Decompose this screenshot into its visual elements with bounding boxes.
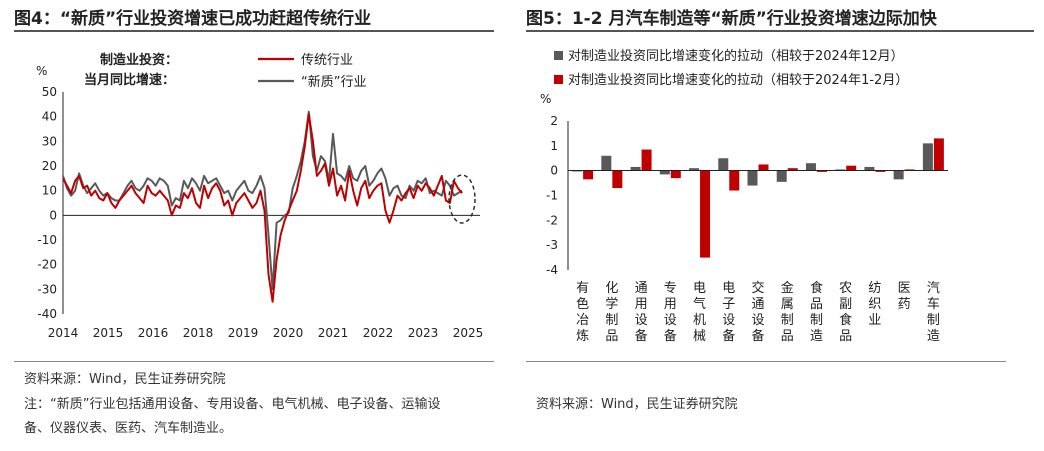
bar-janfeb [787,168,798,171]
right-category-label: 医药 [898,281,911,312]
left-y-tick-label: -20 [37,258,57,272]
right-category-label: 食品制造 [810,280,823,344]
left-note-2: 备、仪器仪表、医药、汽车制造业。 [24,421,233,436]
left-y-tick-label: 40 [42,110,57,124]
series-line-traditional [62,113,463,303]
left-series-group [62,110,463,303]
bar-dec [805,163,816,171]
legend-label-janfeb: 对制造业投资同比增速变化的拉动（相较于2024年1-2月） [568,72,908,88]
left-x-tick-label: 2023 [408,326,439,340]
left-x-tick-label: 2025 [453,326,484,340]
bar-janfeb [758,164,769,171]
left-y-unit: % [36,64,47,78]
right-x-axis: 有色冶炼 化学制品 通用设备 专用设备 电气机械 电子设备 交通设备 金属制品 食品制造 农副食品… [576,280,940,344]
left-y-tick-label: -40 [37,307,57,321]
left-x-tick-label: 2016 [138,326,169,340]
series-line-new [62,110,463,291]
right-y-tick-label: 2 [550,114,558,128]
bar-dec [659,170,670,175]
right-category-label: 有色冶炼 [576,281,589,344]
left-x-tick-label: 2014 [48,326,79,340]
left-y-tick-label: 0 [49,208,57,222]
left-y-tick-label: 50 [42,85,57,99]
right-y-tick-label: -3 [546,238,558,252]
bar-dec [572,170,583,172]
right-category-label: 电子设备 [722,281,735,344]
left-x-tick-label: 2018 [183,326,214,340]
left-y-tick-label: 30 [42,134,57,148]
legend-label-traditional: 传统行业 [301,53,353,68]
right-y-tick-label: 1 [550,139,558,153]
bar-janfeb [583,170,594,180]
bar-janfeb [875,170,886,172]
right-y-axis: 2 1 0 -1 -2 -3 -4 [546,114,558,277]
right-y-tick-label: 0 [550,164,558,178]
left-x-tick-label: 2021 [318,326,349,340]
bar-janfeb [700,170,711,258]
left-y-tick-label: 10 [42,184,57,198]
right-category-label: 金属制品 [781,280,794,344]
bar-janfeb [816,170,827,172]
right-y-unit: % [540,92,551,106]
left-y-tick-label: -30 [37,282,57,296]
left-x-tick-label: 2019 [228,326,259,340]
bar-dec [718,158,729,171]
bar-janfeb [933,138,944,171]
legend-swatch-janfeb [554,75,563,84]
right-y-tick-label: -1 [546,189,558,203]
bar-dec [630,166,641,171]
right-y-tick-label: -2 [546,213,558,227]
right-category-label: 汽车制造 [927,281,940,344]
left-y-axis: 50 40 30 20 10 0 -10 -20 -30 -40 [37,85,57,321]
right-category-label: 通用设备 [635,281,648,344]
bar-janfeb [641,149,652,171]
bar-dec [689,168,700,171]
right-category-label: 化学制品 [605,281,618,344]
right-bottom-rule [526,361,1006,362]
left-note-1: 注：“新质”行业包括通用设备、专用设备、电气机械、电子设备、运输设 [24,397,441,412]
right-category-label: 交通设备 [751,280,764,344]
bar-dec [893,170,904,180]
legend-label-new: “新质”行业 [301,74,366,90]
left-x-axis: 2014 2015 2016 2018 2019 2020 2021 2022 2023 2025 [48,326,484,340]
right-source: 资料来源：Wind，民生证券研究院 [536,397,738,412]
right-bars-group [572,138,944,258]
right-category-label: 纺织业 [868,281,881,328]
left-y-tick-label: -10 [37,233,57,247]
left-x-tick-label: 2022 [363,326,394,340]
bar-dec [601,155,612,171]
left-chart-title: 图4：“新质”行业投资增速已成功赶超传统行业 [14,9,372,29]
left-bottom-rule [14,361,494,362]
left-chart: 制造业投资： 当月同比增速： % 传统行业 “新质”行业 50 40 30 20 10 0… [36,52,483,340]
bar-janfeb [846,165,857,171]
legend-label-dec: 对制造业投资同比增速变化的拉动（相较于2024年12月） [568,48,904,64]
bar-janfeb [612,170,623,189]
left-source: 资料来源：Wind，民生证券研究院 [24,372,226,387]
left-x-tick-label: 2015 [93,326,124,340]
left-x-tick-label: 2020 [273,326,304,340]
bar-dec [776,170,787,182]
bar-dec [864,166,875,171]
right-category-label: 农副食品 [839,281,852,344]
right-chart-title: 图5：1-2 月汽车制造等“新质”行业投资增速边际加快 [526,9,937,29]
left-legend-caption-2: 当月同比增速： [84,72,175,88]
right-category-label: 电气机械 [693,281,706,344]
legend-swatch-dec [554,51,563,60]
bar-dec [747,170,758,186]
left-title-rule [14,30,494,32]
bar-janfeb [670,170,681,179]
right-category-label: 专用设备 [664,281,677,344]
right-y-tick-label: -4 [546,263,558,277]
bar-dec [922,143,933,171]
right-chart: 对制造业投资同比增速变化的拉动（相较于2024年12月） 对制造业投资同比增速变… [540,48,948,344]
left-y-tick-label: 20 [42,159,57,173]
right-title-rule [526,30,1034,32]
highlight-ellipse [448,174,476,224]
bar-janfeb [729,170,740,191]
left-legend-caption-1: 制造业投资： [100,52,178,68]
